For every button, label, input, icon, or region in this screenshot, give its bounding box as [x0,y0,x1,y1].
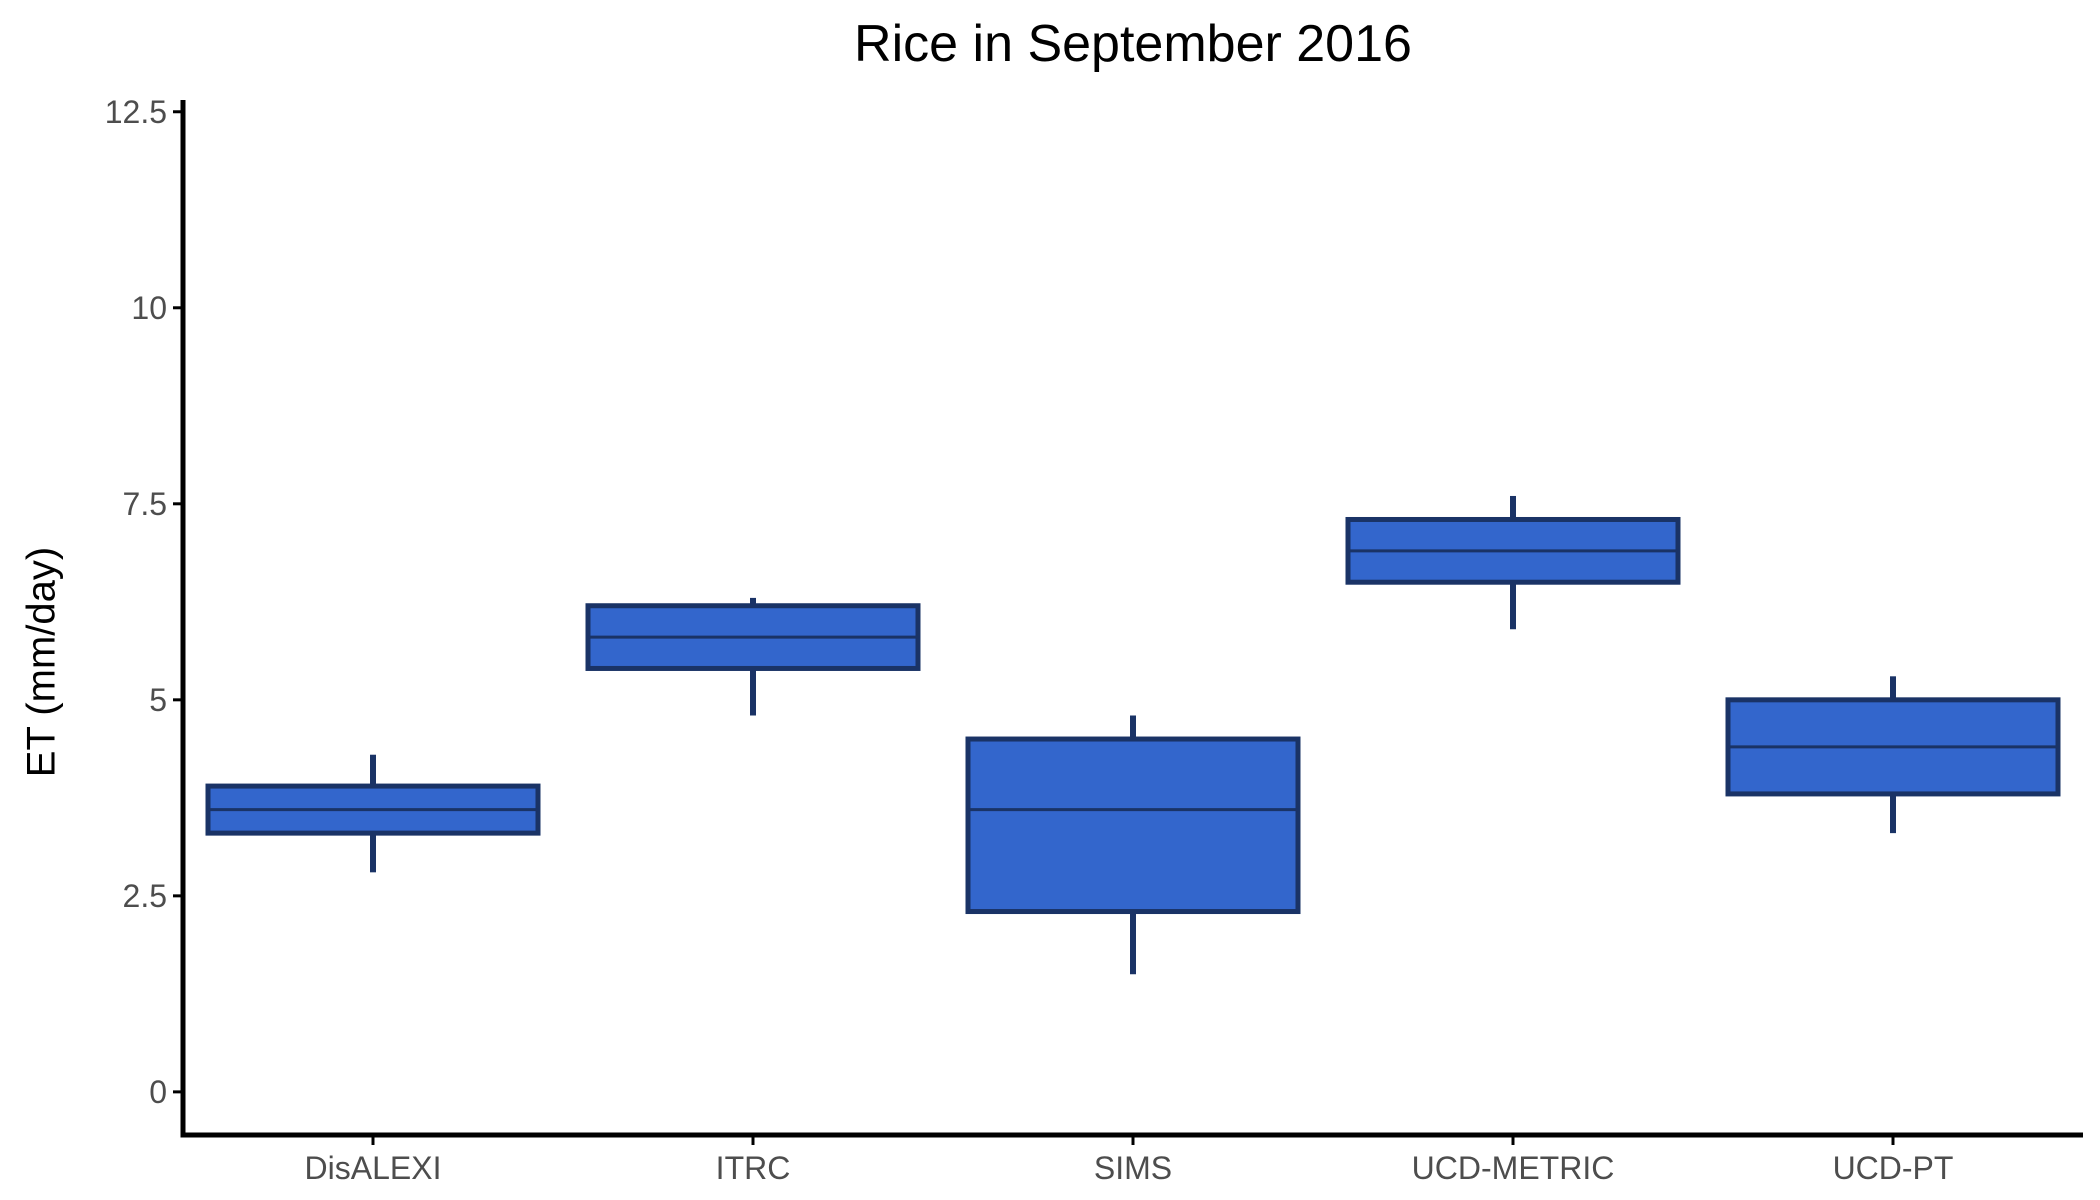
y-tick-label: 12.5 [105,94,167,130]
y-tick-label: 7.5 [123,486,167,522]
chart-title: Rice in September 2016 [854,15,1412,73]
x-tick-label: UCD-METRIC [1412,1150,1615,1186]
y-tick-label: 2.5 [123,878,167,914]
y-tick-label: 0 [149,1074,167,1110]
x-tick-label: UCD-PT [1833,1150,1954,1186]
x-tick-label: DisALEXI [305,1150,442,1186]
box-sims [965,736,1301,915]
x-tick-label: SIMS [1094,1150,1172,1186]
y-tick-label: 5 [149,682,167,718]
x-tick-label: ITRC [716,1150,791,1186]
y-tick-label: 10 [131,290,167,326]
